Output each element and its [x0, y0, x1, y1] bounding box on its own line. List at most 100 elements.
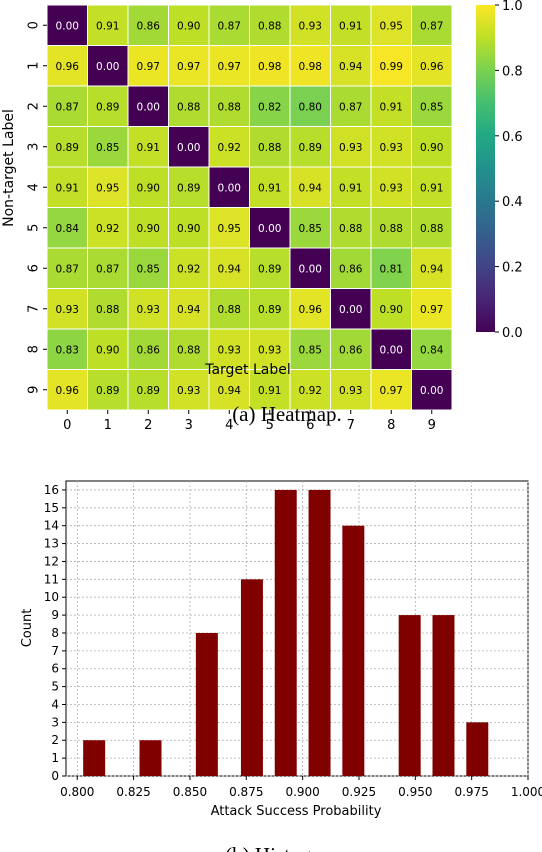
heatmap-cell-value: 0.84 [56, 223, 80, 235]
heatmap-cell-value: 0.94 [420, 263, 444, 275]
heatmap-cell-value: 0.88 [420, 223, 443, 235]
heatmap-cell-value: 0.00 [218, 182, 241, 194]
heatmap-cell-value: 0.86 [339, 344, 363, 356]
heatmap-x-axis-title: Target Label [204, 362, 291, 378]
heatmap-cell-value: 0.88 [258, 142, 281, 154]
heatmap-cell-value: 0.87 [218, 20, 241, 32]
heatmap-cell-value: 0.92 [96, 223, 119, 235]
histogram-x-tick-label: 0.875 [229, 785, 263, 799]
heatmap-cell-value: 0.94 [177, 304, 201, 316]
heatmap-cell-value: 0.90 [420, 142, 443, 154]
heatmap-cell-value: 0.85 [96, 142, 119, 154]
heatmap-cell-value: 0.88 [258, 20, 281, 32]
heatmap-cell [411, 369, 453, 411]
heatmap-cell [370, 85, 412, 127]
heatmap-y-tick-label: 6 [27, 264, 42, 272]
histogram-y-tick-label: 1 [51, 751, 59, 765]
heatmap-cell [46, 369, 88, 411]
heatmap-cell [208, 369, 250, 411]
heatmap-cell-value: 0.97 [380, 385, 403, 397]
heatmap-cell [87, 328, 129, 370]
heatmap-cell-value: 0.91 [258, 385, 281, 397]
heatmap-cell [46, 85, 88, 127]
heatmap-cell-value: 0.00 [339, 304, 362, 316]
heatmap-cell-value: 0.90 [96, 344, 119, 356]
heatmap-cell-value: 0.91 [380, 101, 403, 113]
histogram-bar [139, 740, 162, 776]
heatmap-cell-value: 0.97 [177, 61, 200, 73]
heatmap-cell [87, 288, 129, 330]
heatmap-cell [208, 207, 250, 249]
heatmap-cell-value: 0.90 [137, 182, 160, 194]
histogram-caption: (b) Histogram. [225, 843, 349, 852]
histogram-x-axis-title: Attack Success Probability [211, 804, 382, 819]
heatmap-cell-value: 0.93 [339, 142, 362, 154]
histogram-y-tick-label: 12 [44, 554, 59, 568]
heatmap-cell [127, 207, 169, 249]
histogram-y-tick-label: 7 [51, 644, 59, 658]
heatmap-cell-value: 0.93 [56, 304, 79, 316]
histogram-y-axis-title: Count [20, 609, 35, 648]
colorbar-tick-label: 1.0 [502, 0, 523, 14]
heatmap-cell-value: 0.91 [339, 182, 362, 194]
histogram-x-tick-label: 0.850 [173, 785, 207, 799]
heatmap-cell [46, 126, 88, 168]
heatmap-cell-value: 0.81 [380, 263, 403, 275]
heatmap-cell-value: 0.89 [137, 385, 160, 397]
heatmap-cell-value: 0.97 [137, 61, 160, 73]
heatmap-colorbar: 0.0 0.2 0.4 0.6 0.8 1.0 [476, 0, 523, 341]
heatmap-cell-value: 0.87 [96, 263, 119, 275]
heatmap-cell [289, 288, 331, 330]
heatmap-cell-value: 0.97 [420, 304, 443, 316]
histogram-y-tick-label: 6 [51, 662, 59, 676]
heatmap-cell-value: 0.93 [137, 304, 160, 316]
heatmap-cell [330, 45, 372, 87]
heatmap-cell-value: 0.88 [96, 304, 119, 316]
heatmap-cell-value: 0.94 [299, 182, 323, 194]
heatmap-cell-value: 0.89 [177, 182, 200, 194]
heatmap-cell-value: 0.95 [380, 20, 403, 32]
heatmap-cell-value: 0.98 [299, 61, 322, 73]
heatmap-cell [127, 328, 169, 370]
heatmap-cells: 0.00 0.91 0.86 0.90 0.87 0.88 0.93 0.91 0.95 0.87… [46, 4, 453, 411]
histogram-y-tick-label: 0 [51, 769, 59, 783]
heatmap-cell-value: 0.94 [218, 385, 242, 397]
heatmap-cell [168, 207, 210, 249]
histogram-y-tick-label: 14 [44, 519, 59, 533]
heatmap-x-tick-label: 2 [144, 418, 152, 433]
histogram-y-tick-label: 10 [44, 590, 59, 604]
heatmap-cell [168, 328, 210, 370]
heatmap-cell-value: 0.92 [177, 263, 200, 275]
heatmap-cell [289, 369, 331, 411]
colorbar-tick-label: 0.4 [502, 195, 523, 210]
histogram-bar [195, 632, 218, 776]
heatmap-cell [330, 166, 372, 208]
heatmap-cell-value: 0.94 [218, 263, 242, 275]
heatmap-cell [289, 328, 331, 370]
heatmap-cell [370, 207, 412, 249]
heatmap-cell [46, 247, 88, 289]
heatmap-cell-value: 0.90 [177, 223, 200, 235]
heatmap-x-tick-label: 1 [104, 418, 112, 433]
heatmap-cell-value: 0.87 [56, 263, 79, 275]
heatmap-cell [370, 288, 412, 330]
heatmap-cell [330, 4, 372, 46]
heatmap-cell-value: 0.85 [299, 344, 322, 356]
heatmap-cell [87, 4, 129, 46]
heatmap-cell [168, 247, 210, 289]
heatmap-cell-value: 0.93 [218, 344, 241, 356]
histogram-x-tick-label: 0.975 [454, 785, 488, 799]
histogram-bar [274, 489, 297, 776]
heatmap-cell [370, 247, 412, 289]
heatmap-cell-value: 0.96 [56, 385, 80, 397]
heatmap-cell [168, 288, 210, 330]
heatmap-cell-value: 0.83 [56, 344, 79, 356]
heatmap-cell-value: 0.99 [380, 61, 403, 73]
heatmap-y-tick-label: 5 [27, 224, 42, 232]
heatmap-cell [411, 126, 453, 168]
heatmap-cell [249, 247, 291, 289]
heatmap-x-tick-label: 6 [306, 418, 314, 433]
heatmap-cell [87, 166, 129, 208]
